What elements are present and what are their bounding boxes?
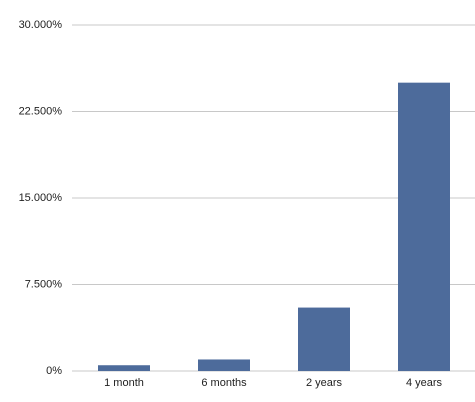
x-tick-label: 1 month [104, 377, 144, 389]
y-tick-label: 15.000% [19, 192, 63, 204]
y-tick-label: 7.500% [25, 278, 63, 290]
x-tick-label: 4 years [406, 377, 443, 389]
y-tick-label: 22.500% [19, 105, 63, 117]
y-tick-label: 0% [46, 365, 62, 377]
x-tick-label: 6 months [201, 377, 247, 389]
bar [198, 359, 250, 371]
bar [398, 82, 450, 372]
bar [298, 307, 350, 371]
y-tick-label: 30.000% [19, 19, 63, 31]
bar [98, 365, 150, 371]
x-tick-label: 2 years [306, 377, 343, 389]
